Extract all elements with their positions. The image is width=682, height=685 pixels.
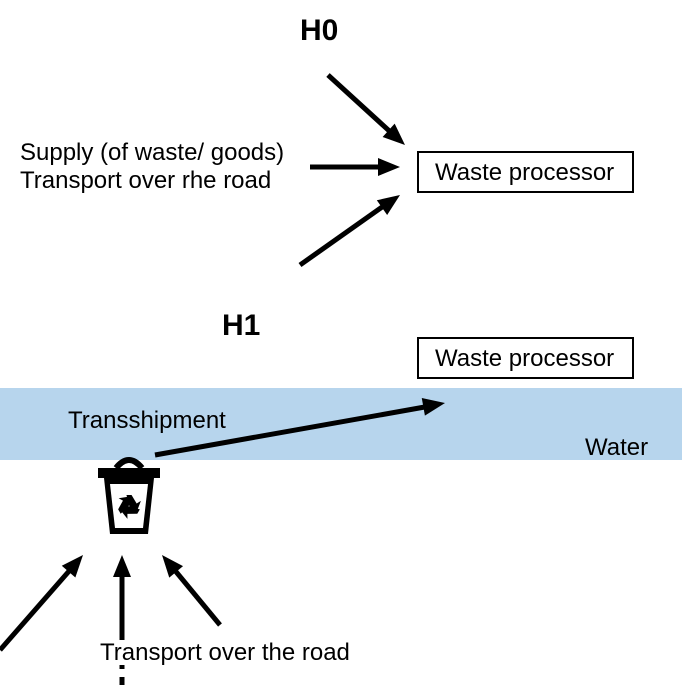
waste-processor-label-h0: Waste processor xyxy=(435,159,614,186)
water-label: Water xyxy=(585,434,648,461)
h0-arrow-mid xyxy=(310,158,400,176)
supply-line1: Supply (of waste/ goods) xyxy=(20,139,284,166)
h1-bottom-arrow-left xyxy=(0,549,90,650)
h0-arrow-top xyxy=(328,75,411,152)
transshipment-label: Transshipment xyxy=(68,407,226,434)
supply-line2: Transport over rhe road xyxy=(20,167,271,194)
h0-heading: H0 xyxy=(300,14,338,47)
recycle-bin-icon xyxy=(98,460,160,534)
diagram-canvas: H0 Supply (of waste/ goods) Transport ov… xyxy=(0,0,682,685)
h1-bottom-arrow-right xyxy=(155,549,220,625)
transport-road-label: Transport over the road xyxy=(100,639,350,666)
h1-heading: H1 xyxy=(222,309,260,342)
waste-processor-label-h1: Waste processor xyxy=(435,345,614,372)
supply-text: Supply (of waste/ goods) Transport over … xyxy=(20,139,291,194)
h0-arrow-bot xyxy=(300,188,405,265)
